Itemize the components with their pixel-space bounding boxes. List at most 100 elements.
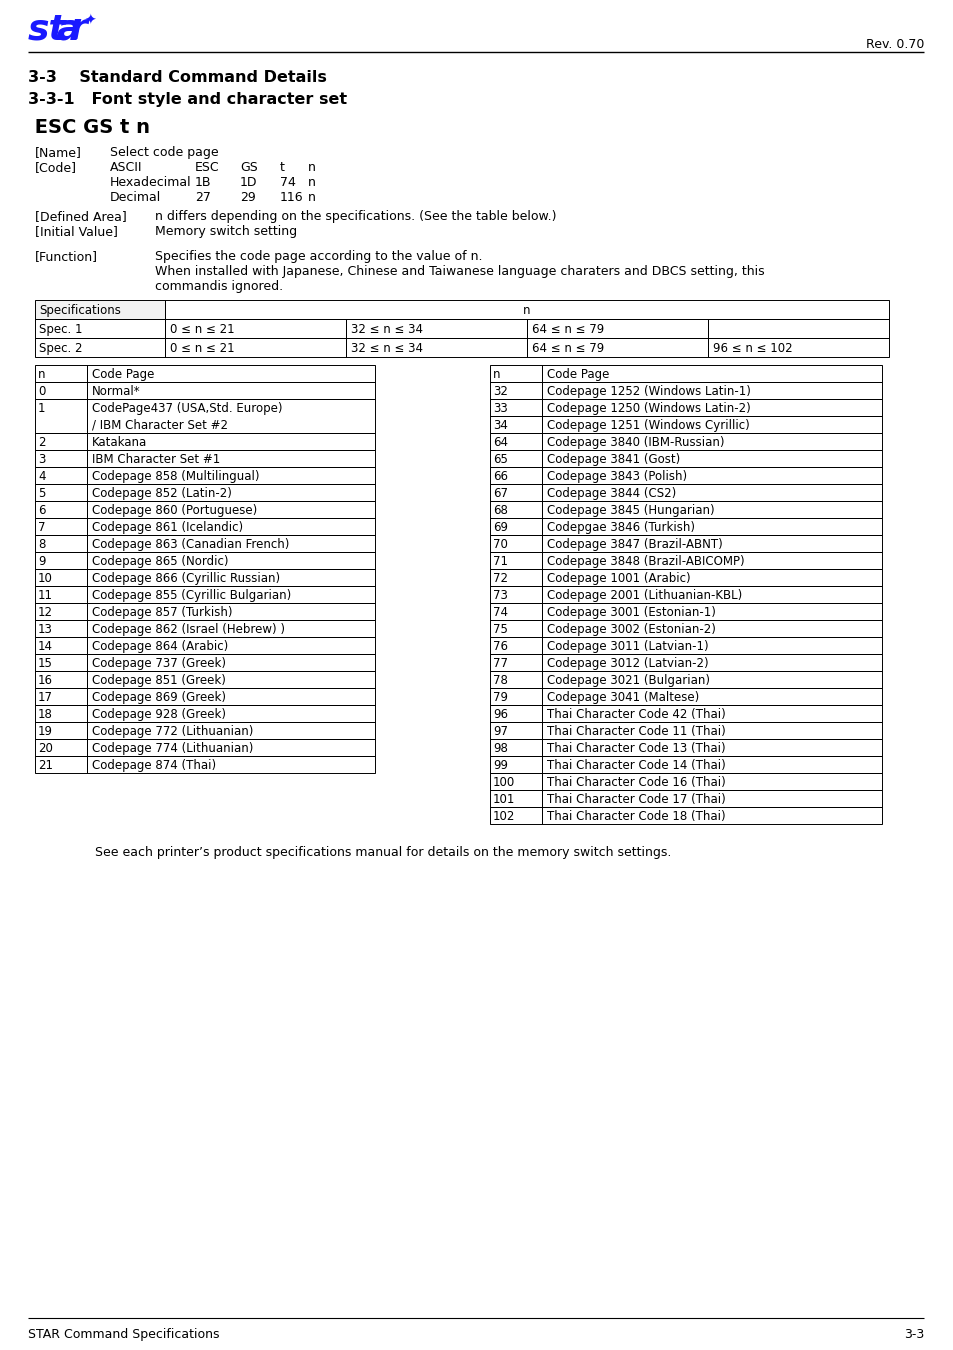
Bar (35, 535, 87, 552)
Text: Codepage 3011 (Latvian-1): Codepage 3011 (Latvian-1) (546, 640, 708, 653)
Text: Katakana: Katakana (91, 436, 147, 450)
Bar (490, 653, 541, 671)
Text: ESC: ESC (194, 161, 219, 174)
Text: Rev. 0.70: Rev. 0.70 (864, 38, 923, 51)
Text: [Function]: [Function] (35, 250, 98, 263)
Text: Thai Character Code 18 (Thai): Thai Character Code 18 (Thai) (546, 810, 725, 824)
Text: 17: 17 (38, 691, 53, 703)
Text: 29: 29 (240, 190, 255, 204)
Bar (541, 416, 882, 433)
Text: 7: 7 (38, 521, 46, 535)
Text: 70: 70 (493, 539, 507, 551)
Text: GS: GS (240, 161, 257, 174)
Bar (541, 807, 882, 824)
Text: 64: 64 (493, 436, 507, 450)
Text: 67: 67 (493, 487, 507, 500)
Text: Codepage 866 (Cyrillic Russian): Codepage 866 (Cyrillic Russian) (91, 572, 280, 585)
Text: 99: 99 (493, 759, 507, 772)
Bar (35, 722, 87, 738)
Bar (490, 535, 541, 552)
Text: 32 ≤ n ≤ 34: 32 ≤ n ≤ 34 (351, 342, 422, 355)
Bar (490, 807, 541, 824)
Bar (87, 722, 375, 738)
Text: 77: 77 (493, 657, 507, 670)
Bar (87, 485, 375, 501)
Bar (87, 433, 375, 450)
Bar (490, 705, 541, 722)
Text: 1: 1 (38, 402, 46, 414)
Text: 11: 11 (38, 589, 53, 602)
Bar (490, 722, 541, 738)
Text: Codepage 861 (Icelandic): Codepage 861 (Icelandic) (91, 521, 243, 535)
Bar (87, 620, 375, 637)
Bar (35, 688, 87, 705)
Text: [Code]: [Code] (35, 161, 77, 174)
Bar (541, 774, 882, 790)
Text: 13: 13 (38, 622, 52, 636)
Bar (541, 501, 882, 518)
Text: Codepage 3012 (Latvian-2): Codepage 3012 (Latvian-2) (546, 657, 708, 670)
Text: Codepage 855 (Cyrillic Bulgarian): Codepage 855 (Cyrillic Bulgarian) (91, 589, 291, 602)
Bar (165, 319, 346, 338)
Bar (490, 364, 541, 382)
Text: 100: 100 (493, 776, 515, 788)
Text: 32 ≤ n ≤ 34: 32 ≤ n ≤ 34 (351, 323, 422, 336)
Bar (87, 705, 375, 722)
Bar (707, 338, 888, 356)
Bar (541, 603, 882, 620)
Text: 64 ≤ n ≤ 79: 64 ≤ n ≤ 79 (532, 342, 603, 355)
Text: 101: 101 (493, 792, 515, 806)
Text: Decimal: Decimal (110, 190, 161, 204)
Bar (87, 671, 375, 689)
Text: 1D: 1D (240, 176, 257, 189)
Bar (541, 653, 882, 671)
Bar (87, 518, 375, 535)
Bar (490, 518, 541, 535)
Text: Codepage 928 (Greek): Codepage 928 (Greek) (91, 707, 226, 721)
Bar (165, 300, 888, 319)
Bar (35, 552, 87, 568)
Bar (490, 568, 541, 586)
Text: Codepage 3845 (Hungarian): Codepage 3845 (Hungarian) (546, 504, 714, 517)
Text: n: n (493, 369, 500, 381)
Bar (87, 382, 375, 400)
Text: 74: 74 (280, 176, 295, 189)
Text: Codepage 772 (Lithuanian): Codepage 772 (Lithuanian) (91, 725, 253, 738)
Text: Codepage 3844 (CS2): Codepage 3844 (CS2) (546, 487, 676, 500)
Text: Codepage 869 (Greek): Codepage 869 (Greek) (91, 691, 226, 703)
Text: Codepage 874 (Thai): Codepage 874 (Thai) (91, 759, 216, 772)
Text: Codepage 1252 (Windows Latin-1): Codepage 1252 (Windows Latin-1) (546, 385, 750, 398)
Text: 9: 9 (38, 555, 46, 568)
Bar (35, 671, 87, 689)
Text: / IBM Character Set #2: / IBM Character Set #2 (91, 418, 228, 432)
Text: CodePage437 (USA,Std. Europe): CodePage437 (USA,Std. Europe) (91, 402, 282, 414)
Text: IBM Character Set #1: IBM Character Set #1 (91, 454, 220, 466)
Text: 18: 18 (38, 707, 52, 721)
Text: Thai Character Code 16 (Thai): Thai Character Code 16 (Thai) (546, 776, 725, 788)
Text: Codepage 3847 (Brazil-ABNT): Codepage 3847 (Brazil-ABNT) (546, 539, 722, 551)
Text: Codepage 3843 (Polish): Codepage 3843 (Polish) (546, 470, 686, 483)
Text: Codepage 863 (Canadian French): Codepage 863 (Canadian French) (91, 539, 289, 551)
Text: Select code page: Select code page (110, 146, 218, 159)
Bar (35, 518, 87, 535)
Text: Specifies the code page according to the value of n.: Specifies the code page according to the… (154, 250, 482, 263)
Bar (541, 485, 882, 501)
Text: 32: 32 (493, 385, 507, 398)
Text: a: a (56, 12, 80, 46)
Text: Codepage 3841 (Gost): Codepage 3841 (Gost) (546, 454, 679, 466)
Bar (35, 485, 87, 501)
Bar (35, 603, 87, 620)
Text: When installed with Japanese, Chinese and Taiwanese language charaters and DBCS : When installed with Japanese, Chinese an… (154, 265, 763, 278)
Text: Spec. 2: Spec. 2 (39, 342, 82, 355)
Text: 68: 68 (493, 504, 507, 517)
Bar (490, 774, 541, 790)
Text: 64 ≤ n ≤ 79: 64 ≤ n ≤ 79 (532, 323, 603, 336)
Bar (346, 319, 526, 338)
Text: 14: 14 (38, 640, 53, 653)
Text: n: n (522, 304, 530, 317)
Text: n: n (38, 369, 46, 381)
Bar (541, 535, 882, 552)
Bar (490, 671, 541, 689)
Bar (490, 586, 541, 603)
Text: 96: 96 (493, 707, 507, 721)
